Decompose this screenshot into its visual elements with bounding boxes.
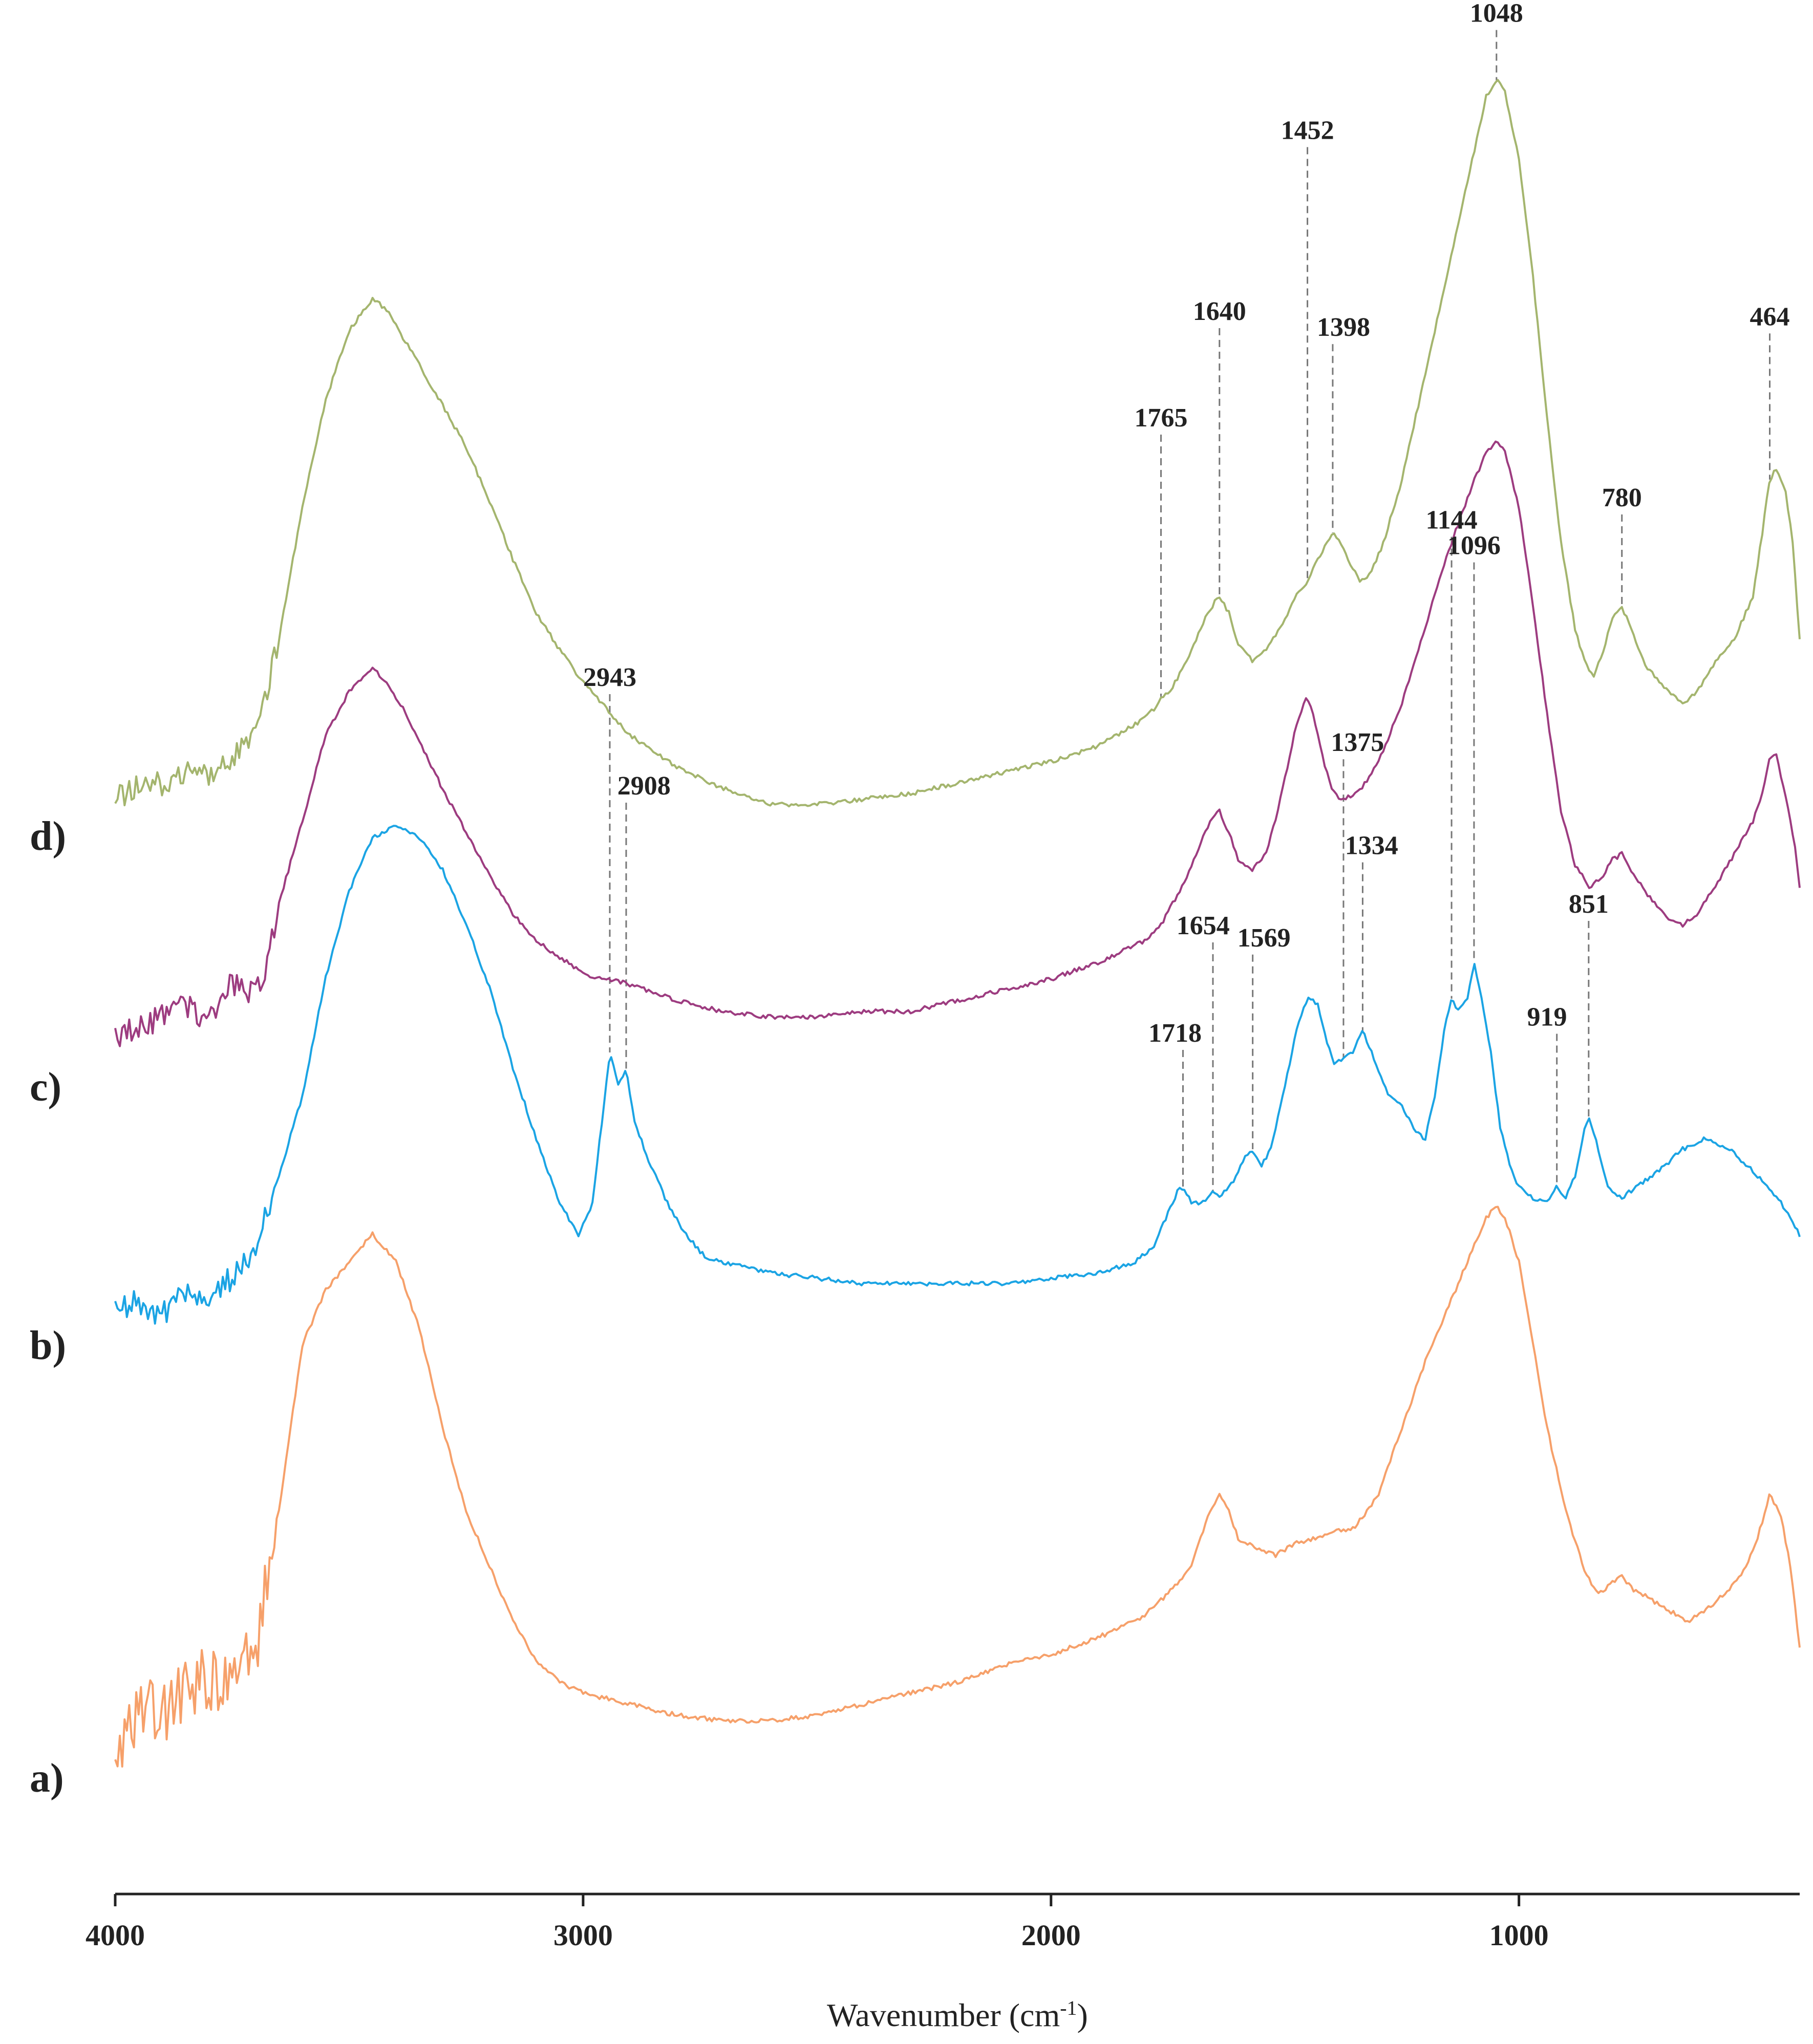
peak-label-1144: 1144 bbox=[1425, 506, 1477, 535]
peak-label-2908: 2908 bbox=[617, 771, 671, 801]
peak-label-1765: 1765 bbox=[1135, 403, 1188, 433]
peak-label-1654: 1654 bbox=[1177, 911, 1230, 940]
series-label-d: d) bbox=[30, 814, 66, 859]
series-labels: a) b) c) d) bbox=[30, 814, 66, 1801]
peak-label-1334: 1334 bbox=[1345, 831, 1398, 860]
peak-label-1569: 1569 bbox=[1238, 923, 1291, 953]
peak-label-780: 780 bbox=[1602, 483, 1642, 512]
series-label-c: c) bbox=[30, 1065, 61, 1110]
peak-label-2943: 2943 bbox=[583, 663, 636, 692]
peak-label-1398: 1398 bbox=[1317, 313, 1370, 342]
series-line-a bbox=[114, 1206, 1801, 1768]
peak-label-919: 919 bbox=[1527, 1003, 1567, 1032]
peak-guide-lines bbox=[609, 30, 1771, 1192]
peak-label-1048: 1048 bbox=[1470, 0, 1523, 28]
peak-label-1640: 1640 bbox=[1193, 297, 1246, 326]
series-label-b: b) bbox=[30, 1323, 66, 1368]
x-tick-label-1000: 1000 bbox=[1489, 1919, 1549, 1952]
series-label-a: a) bbox=[30, 1756, 64, 1801]
series-line-d bbox=[114, 79, 1801, 808]
peak-label-1452: 1452 bbox=[1281, 116, 1334, 145]
x-tick-label-3000: 3000 bbox=[553, 1919, 613, 1952]
series-line-b bbox=[114, 825, 1801, 1325]
x-tick-label-2000: 2000 bbox=[1021, 1919, 1081, 1952]
peak-label-464: 464 bbox=[1750, 302, 1790, 331]
peak-label-1718: 1718 bbox=[1148, 1019, 1202, 1048]
x-axis: 4000 3000 2000 1000 bbox=[86, 1892, 1800, 1952]
peak-label-851: 851 bbox=[1569, 890, 1609, 919]
x-axis-title: Wavenumber (cm-1) bbox=[827, 1996, 1088, 2034]
series-line-c bbox=[114, 440, 1801, 1047]
peak-label-1375: 1375 bbox=[1331, 728, 1384, 757]
spectra-series bbox=[114, 79, 1801, 1768]
x-tick-label-4000: 4000 bbox=[86, 1919, 145, 1952]
peak-label-1096: 1096 bbox=[1447, 531, 1501, 561]
